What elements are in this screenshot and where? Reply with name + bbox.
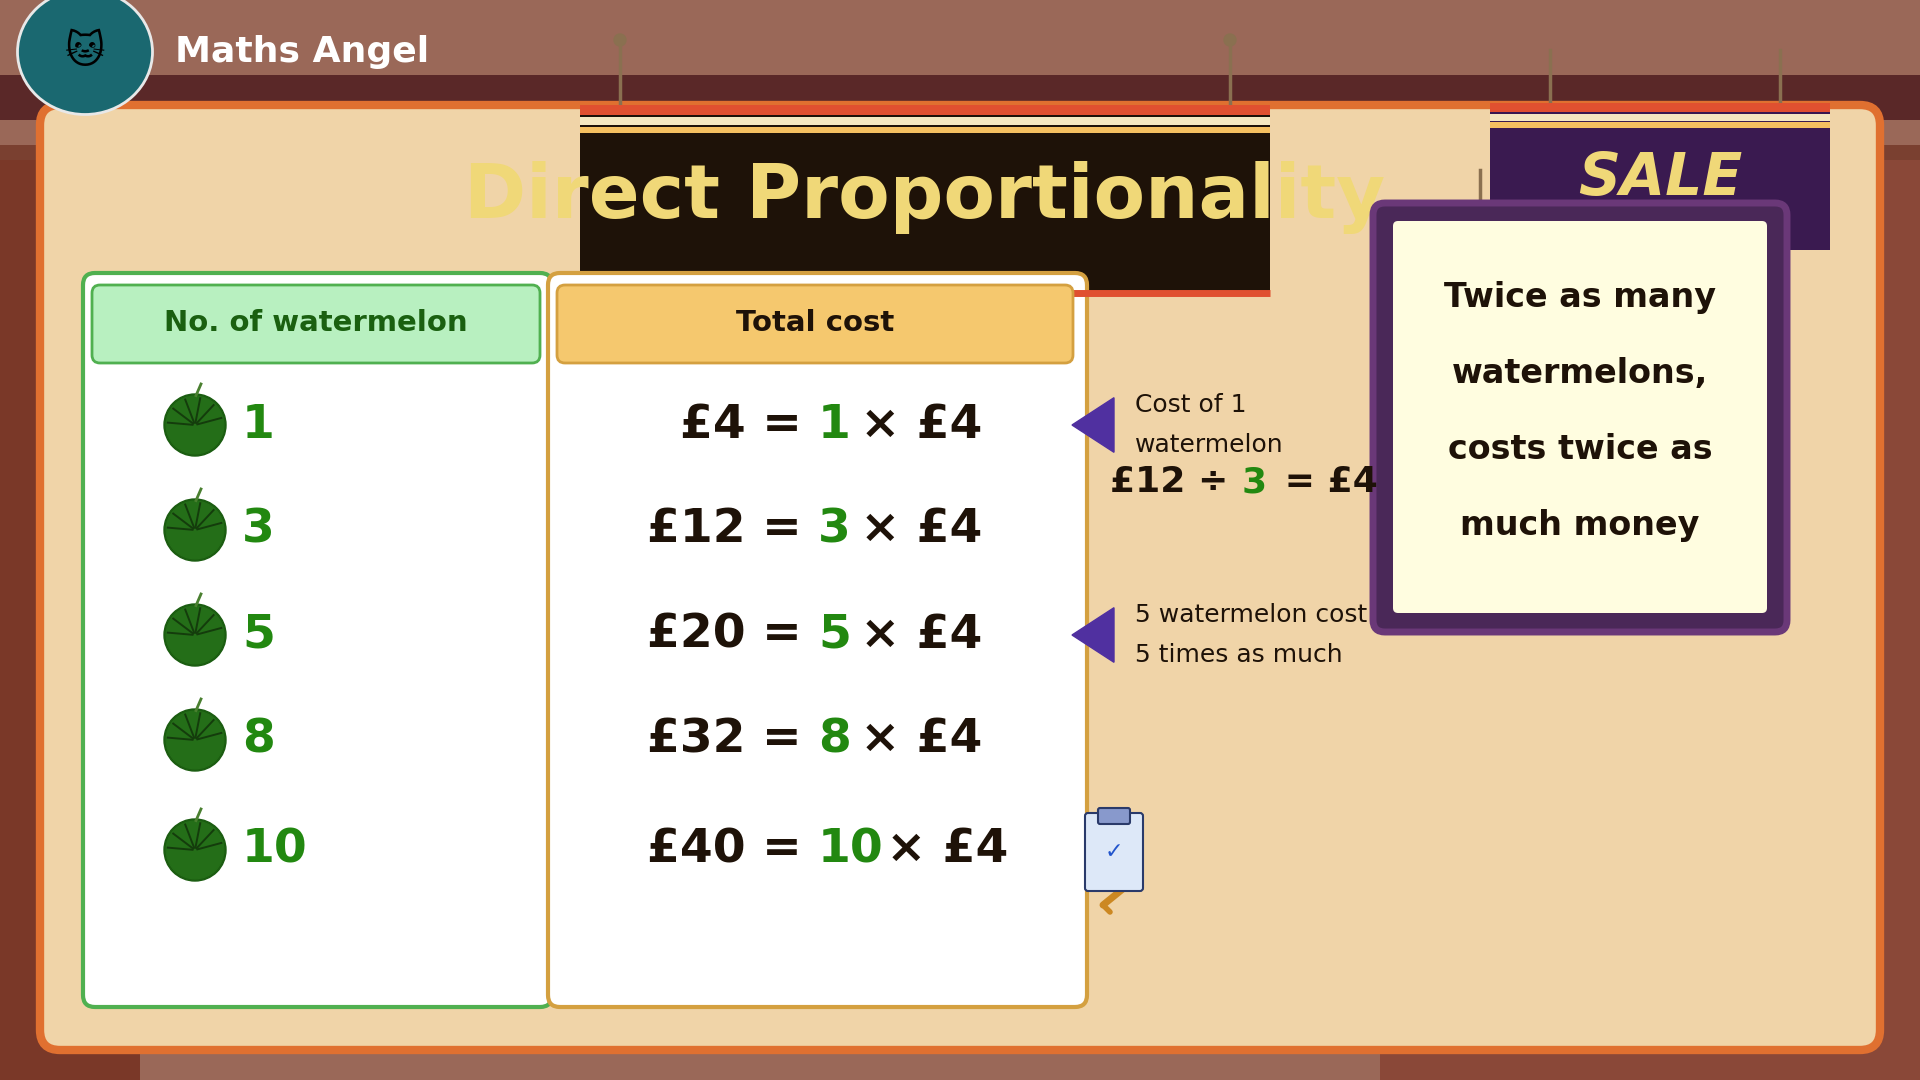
Text: £4 =: £4 = bbox=[680, 403, 818, 447]
Text: costs twice as: costs twice as bbox=[1448, 433, 1713, 467]
Text: 5 times as much: 5 times as much bbox=[1135, 643, 1342, 667]
Text: Cost of 1: Cost of 1 bbox=[1135, 393, 1246, 417]
Bar bbox=[580, 117, 1269, 125]
Polygon shape bbox=[1071, 608, 1114, 662]
Text: = £4: = £4 bbox=[1271, 465, 1379, 499]
FancyBboxPatch shape bbox=[1490, 110, 1830, 249]
Text: Twice as many: Twice as many bbox=[1444, 282, 1716, 314]
Text: 5: 5 bbox=[818, 612, 851, 658]
Text: £20 =: £20 = bbox=[647, 612, 818, 658]
FancyBboxPatch shape bbox=[1085, 813, 1142, 891]
Text: 5: 5 bbox=[242, 612, 275, 658]
Circle shape bbox=[1475, 212, 1486, 224]
FancyBboxPatch shape bbox=[92, 285, 540, 363]
Polygon shape bbox=[1071, 397, 1114, 453]
Text: × £4: × £4 bbox=[870, 827, 1008, 873]
Text: × £4: × £4 bbox=[845, 717, 983, 762]
Circle shape bbox=[167, 396, 225, 454]
Text: ✓: ✓ bbox=[1104, 842, 1123, 862]
Text: Total cost: Total cost bbox=[735, 309, 895, 337]
Text: SALE: SALE bbox=[1578, 149, 1741, 206]
Text: Maths Angel: Maths Angel bbox=[175, 35, 430, 69]
Ellipse shape bbox=[17, 0, 152, 114]
Circle shape bbox=[614, 33, 626, 46]
Text: 5 watermelon cost: 5 watermelon cost bbox=[1135, 603, 1367, 627]
Text: 3: 3 bbox=[242, 508, 275, 553]
Circle shape bbox=[163, 394, 227, 456]
Text: 8: 8 bbox=[242, 717, 275, 762]
FancyBboxPatch shape bbox=[580, 114, 1269, 295]
FancyBboxPatch shape bbox=[557, 285, 1073, 363]
FancyBboxPatch shape bbox=[83, 273, 553, 1007]
Bar bbox=[580, 105, 1269, 114]
Circle shape bbox=[163, 499, 227, 561]
Circle shape bbox=[163, 604, 227, 666]
Text: watermelon: watermelon bbox=[1135, 433, 1284, 457]
Circle shape bbox=[163, 819, 227, 881]
Circle shape bbox=[167, 606, 225, 664]
Bar bbox=[1490, 122, 1830, 129]
FancyBboxPatch shape bbox=[1394, 221, 1766, 613]
Text: 1: 1 bbox=[242, 403, 275, 447]
Bar bbox=[0, 145, 1920, 160]
Bar bbox=[0, 160, 140, 1080]
Text: × £4: × £4 bbox=[845, 612, 983, 658]
Text: watermelons,: watermelons, bbox=[1452, 357, 1709, 391]
Text: 10: 10 bbox=[242, 827, 307, 873]
Text: No. of watermelon: No. of watermelon bbox=[165, 309, 468, 337]
FancyBboxPatch shape bbox=[547, 273, 1087, 1007]
Text: × £4: × £4 bbox=[845, 403, 983, 447]
FancyBboxPatch shape bbox=[1098, 808, 1131, 824]
Circle shape bbox=[163, 708, 227, 771]
Circle shape bbox=[167, 821, 225, 879]
Text: £12 ÷: £12 ÷ bbox=[1110, 465, 1240, 499]
Text: 3: 3 bbox=[818, 508, 851, 553]
Text: 8: 8 bbox=[818, 717, 851, 762]
Bar bbox=[1490, 103, 1830, 112]
Bar bbox=[0, 75, 1920, 120]
Circle shape bbox=[1734, 212, 1745, 224]
Text: £12 =: £12 = bbox=[647, 508, 818, 553]
Bar bbox=[580, 127, 1269, 133]
FancyBboxPatch shape bbox=[1373, 203, 1788, 632]
Text: 1: 1 bbox=[818, 403, 851, 447]
Bar bbox=[1490, 114, 1830, 121]
Text: × £4: × £4 bbox=[845, 508, 983, 553]
Text: 3: 3 bbox=[1242, 465, 1267, 499]
Text: 🐱: 🐱 bbox=[65, 33, 106, 71]
Text: £40 =: £40 = bbox=[647, 827, 818, 873]
Bar bbox=[1380, 160, 1920, 1080]
FancyBboxPatch shape bbox=[40, 105, 1880, 1050]
Circle shape bbox=[1225, 33, 1236, 46]
Circle shape bbox=[167, 711, 225, 769]
Text: 10: 10 bbox=[818, 827, 883, 873]
Text: much money: much money bbox=[1461, 510, 1699, 542]
Text: Direct Proportionality: Direct Proportionality bbox=[465, 162, 1386, 234]
Text: £32 =: £32 = bbox=[647, 717, 818, 762]
Circle shape bbox=[167, 501, 225, 558]
